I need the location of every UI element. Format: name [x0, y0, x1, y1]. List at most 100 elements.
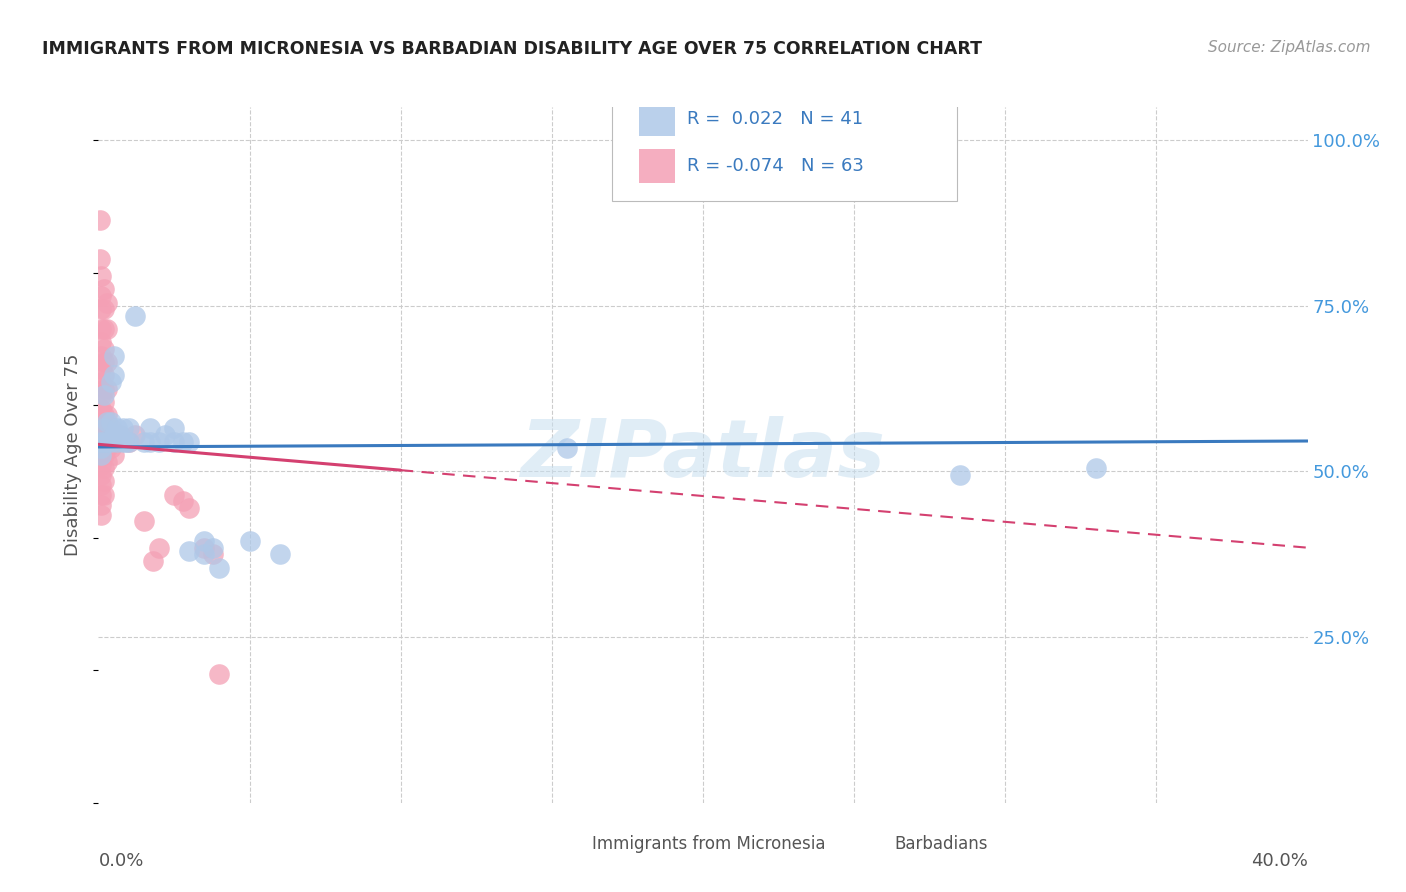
Point	[90, 302, 112, 317]
Point	[202, 547, 225, 561]
Point	[90, 488, 112, 502]
Point	[90, 375, 112, 389]
Point	[93, 434, 115, 449]
Point	[93, 421, 115, 435]
Point	[193, 541, 215, 555]
Point	[90, 434, 112, 449]
Point	[114, 434, 136, 449]
Point	[93, 408, 115, 422]
Text: Source: ZipAtlas.com: Source: ZipAtlas.com	[1208, 40, 1371, 55]
Point	[96, 454, 118, 468]
Point	[90, 361, 112, 376]
Point	[90, 498, 112, 512]
Point	[193, 547, 215, 561]
Point	[193, 534, 215, 549]
Point	[108, 428, 131, 442]
Point	[111, 421, 134, 435]
Text: Immigrants from Micronesia: Immigrants from Micronesia	[592, 835, 825, 853]
Point	[90, 401, 112, 416]
Point	[93, 488, 115, 502]
Point	[239, 534, 262, 549]
Point	[118, 421, 141, 435]
Point	[202, 541, 225, 555]
Point	[90, 322, 112, 336]
Point	[93, 434, 115, 449]
Point	[949, 467, 972, 482]
Point	[108, 428, 131, 442]
Point	[179, 544, 201, 558]
Point	[139, 434, 162, 449]
Point	[90, 448, 112, 462]
Point	[208, 560, 231, 574]
Point	[139, 421, 162, 435]
Point	[90, 268, 112, 283]
Point	[93, 461, 115, 475]
Point	[179, 500, 201, 515]
FancyBboxPatch shape	[860, 833, 887, 855]
Point	[179, 434, 201, 449]
Point	[96, 428, 118, 442]
Point	[90, 289, 112, 303]
Point	[93, 302, 115, 317]
Point	[93, 355, 115, 369]
Point	[124, 428, 146, 442]
Text: 40.0%: 40.0%	[1251, 852, 1308, 870]
Point	[105, 421, 128, 435]
Point	[105, 434, 128, 449]
Point	[90, 388, 112, 402]
Point	[93, 322, 115, 336]
Point	[100, 375, 122, 389]
FancyBboxPatch shape	[638, 103, 675, 136]
Point	[148, 541, 170, 555]
Point	[172, 434, 194, 449]
Point	[103, 428, 125, 442]
Point	[89, 212, 111, 227]
Text: IMMIGRANTS FROM MICRONESIA VS BARBADIAN DISABILITY AGE OVER 75 CORRELATION CHART: IMMIGRANTS FROM MICRONESIA VS BARBADIAN …	[42, 40, 983, 58]
Point	[93, 342, 115, 356]
Point	[90, 335, 112, 350]
Point	[96, 408, 118, 422]
Point	[90, 349, 112, 363]
Point	[93, 368, 115, 383]
Point	[96, 382, 118, 396]
Point	[90, 467, 112, 482]
Point	[89, 252, 111, 267]
Point	[96, 434, 118, 449]
Point	[93, 388, 115, 402]
Point	[93, 282, 115, 296]
Point	[118, 434, 141, 449]
Point	[132, 514, 155, 528]
Point	[103, 368, 125, 383]
Point	[100, 434, 122, 449]
Point	[90, 508, 112, 522]
Point	[100, 442, 122, 456]
Point	[90, 458, 112, 472]
Point	[93, 395, 115, 409]
Point	[90, 477, 112, 491]
Point	[142, 554, 165, 568]
Y-axis label: Disability Age Over 75: Disability Age Over 75	[65, 353, 83, 557]
Point	[124, 309, 146, 323]
Point	[555, 442, 578, 456]
Point	[100, 415, 122, 429]
Point	[163, 434, 186, 449]
Point	[96, 442, 118, 456]
Point	[90, 434, 112, 449]
Point	[90, 415, 112, 429]
Point	[111, 434, 134, 449]
Point	[208, 666, 231, 681]
Point	[90, 442, 112, 456]
Point	[93, 448, 115, 462]
FancyBboxPatch shape	[558, 833, 585, 855]
Point	[90, 428, 112, 442]
Point	[172, 494, 194, 508]
FancyBboxPatch shape	[638, 149, 675, 183]
Point	[118, 434, 141, 449]
Point	[93, 475, 115, 489]
Point	[148, 434, 170, 449]
Point	[90, 442, 112, 456]
Point	[100, 421, 122, 435]
Point	[103, 448, 125, 462]
Point	[90, 448, 112, 462]
Point	[105, 434, 128, 449]
